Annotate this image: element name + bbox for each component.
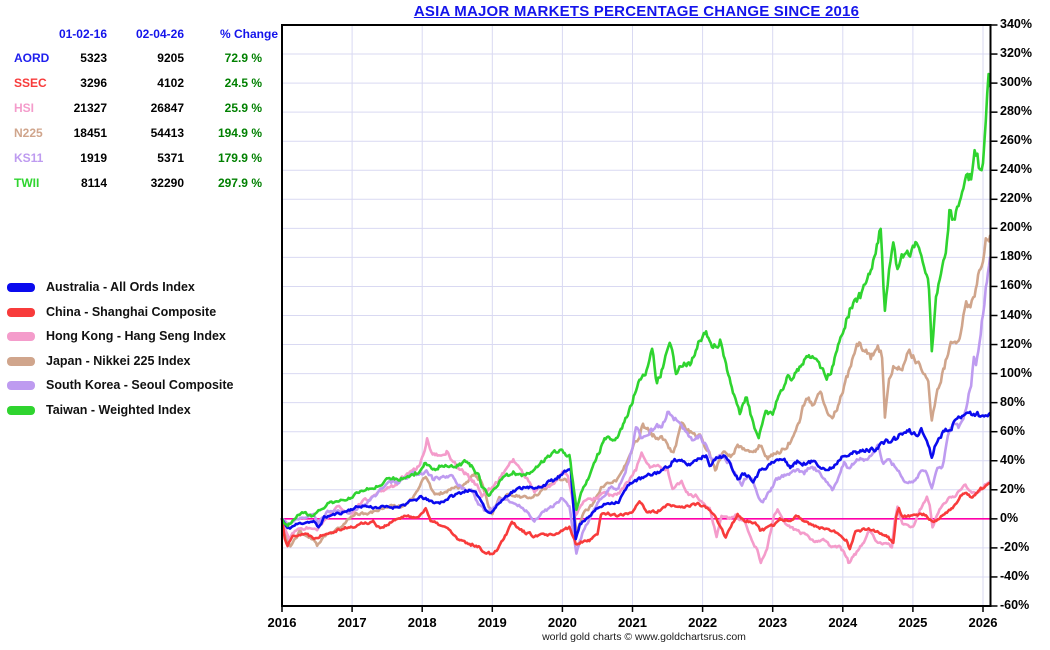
- ticker-symbol: SSEC: [14, 76, 47, 90]
- y-axis-label: 300%: [1000, 75, 1032, 90]
- legend-label: South Korea - Seoul Composite: [46, 378, 234, 393]
- percent-change: 72.9 %: [224, 51, 262, 65]
- percent-change: 24.5 %: [224, 76, 262, 90]
- y-axis-label: 200%: [1000, 220, 1032, 235]
- legend-label: Hong Kong - Hang Seng Index: [46, 329, 226, 344]
- start-value: 1919: [80, 151, 107, 165]
- ticker-symbol: KS11: [14, 151, 44, 165]
- x-axis-label: 2023: [758, 615, 788, 630]
- y-axis-label: 160%: [1000, 278, 1032, 293]
- chart-title: ASIA MAJOR MARKETS PERCENTAGE CHANGE SIN…: [413, 3, 860, 20]
- start-value: 5323: [80, 51, 107, 65]
- percent-change: 194.9 %: [217, 126, 262, 140]
- y-axis-label: 80%: [1000, 394, 1026, 409]
- legend-label: China - Shanghai Composite: [46, 304, 217, 319]
- start-value: 8114: [80, 176, 107, 190]
- y-axis-label: -40%: [1000, 568, 1030, 583]
- y-axis-label: 60%: [1000, 423, 1026, 438]
- x-axis-label: 2021: [618, 615, 647, 630]
- y-axis-label: 280%: [1000, 104, 1032, 119]
- y-axis-label: 100%: [1000, 365, 1032, 380]
- y-axis-label: 40%: [1000, 452, 1026, 467]
- stats-row-aord: AORD 5323 9205 72.9 %: [0, 51, 280, 65]
- stats-header-end-date: 02-04-26: [135, 27, 184, 41]
- legend-color-swatch: [7, 283, 35, 292]
- legend-label: Taiwan - Weighted Index: [46, 403, 191, 417]
- series-line-ssec: [280, 482, 992, 556]
- y-axis-label: -20%: [1000, 539, 1030, 554]
- x-axis-label: 2016: [267, 615, 297, 630]
- legend-color-swatch: [7, 356, 35, 366]
- y-axis-label: 260%: [1000, 133, 1032, 148]
- series-line-twii: [280, 72, 992, 528]
- percent-change: 297.9 %: [217, 176, 262, 190]
- y-axis-label: 120%: [1000, 336, 1032, 351]
- ticker-symbol: TWII: [14, 176, 40, 190]
- y-axis-label: 320%: [1000, 46, 1032, 61]
- start-value: 18451: [73, 126, 107, 140]
- stats-row-n225: N225 18451 54413 194.9 %: [0, 126, 280, 140]
- legend-color-swatch: [7, 406, 35, 415]
- x-axis-label: 2026: [968, 615, 998, 630]
- stats-row-hsi: HSI 21327 26847 25.9 %: [0, 101, 280, 115]
- start-value: 3296: [80, 76, 107, 90]
- end-value: 4102: [157, 76, 184, 90]
- stats-table-header: 01-02-16 02-04-26 % Change: [0, 27, 280, 41]
- series-line-aord: [280, 410, 992, 541]
- stats-header-change: % Change: [219, 27, 278, 41]
- ticker-symbol: HSI: [14, 101, 35, 115]
- percent-change: 179.9 %: [217, 151, 262, 165]
- y-axis-label: 0%: [1000, 510, 1019, 525]
- footer-attribution: world gold charts © www.goldchartsrus.co…: [542, 631, 746, 643]
- legend-label: Australia - All Ords Index: [46, 280, 195, 294]
- y-axis-label: 240%: [1000, 162, 1032, 177]
- legend-color-swatch: [7, 307, 35, 317]
- end-value: 9205: [157, 51, 184, 65]
- y-axis-label: 140%: [1000, 307, 1032, 322]
- legend-color-swatch: [7, 332, 35, 342]
- legend-color-swatch: [7, 381, 35, 391]
- end-value: 32290: [150, 176, 184, 190]
- end-value: 26847: [150, 101, 184, 115]
- ticker-symbol: N225: [14, 126, 43, 140]
- x-axis-label: 2025: [898, 615, 928, 630]
- y-axis-label: 340%: [1000, 17, 1032, 31]
- y-axis-label: 220%: [1000, 191, 1032, 206]
- x-axis-label: 2017: [337, 615, 367, 630]
- x-axis-label: 2018: [407, 615, 437, 630]
- x-axis-label: 2024: [828, 615, 858, 630]
- ticker-symbol: AORD: [14, 51, 50, 65]
- stats-row-ks11: KS11 1919 5371 179.9 %: [0, 151, 280, 165]
- percent-change: 25.9 %: [224, 101, 262, 115]
- y-axis-label: -60%: [1000, 598, 1030, 612]
- stats-header-start-date: 01-02-16: [58, 27, 107, 41]
- series-line-hsi: [280, 437, 992, 565]
- x-axis-label: 2019: [477, 615, 507, 630]
- start-value: 21327: [73, 101, 107, 115]
- legend-label: Japan - Nikkei 225 Index: [46, 353, 191, 368]
- end-value: 54413: [150, 126, 184, 140]
- stats-row-ssec: SSEC 3296 4102 24.5 %: [0, 76, 280, 90]
- end-value: 5371: [157, 151, 184, 165]
- stats-row-twii: TWII 8114 32290 297.9 %: [0, 176, 280, 190]
- y-axis-label: 180%: [1000, 249, 1032, 264]
- x-axis-label: 2022: [688, 615, 718, 630]
- series-line-n225: [280, 234, 992, 548]
- x-axis-label: 2020: [547, 615, 577, 630]
- y-axis-label: 20%: [1000, 481, 1026, 496]
